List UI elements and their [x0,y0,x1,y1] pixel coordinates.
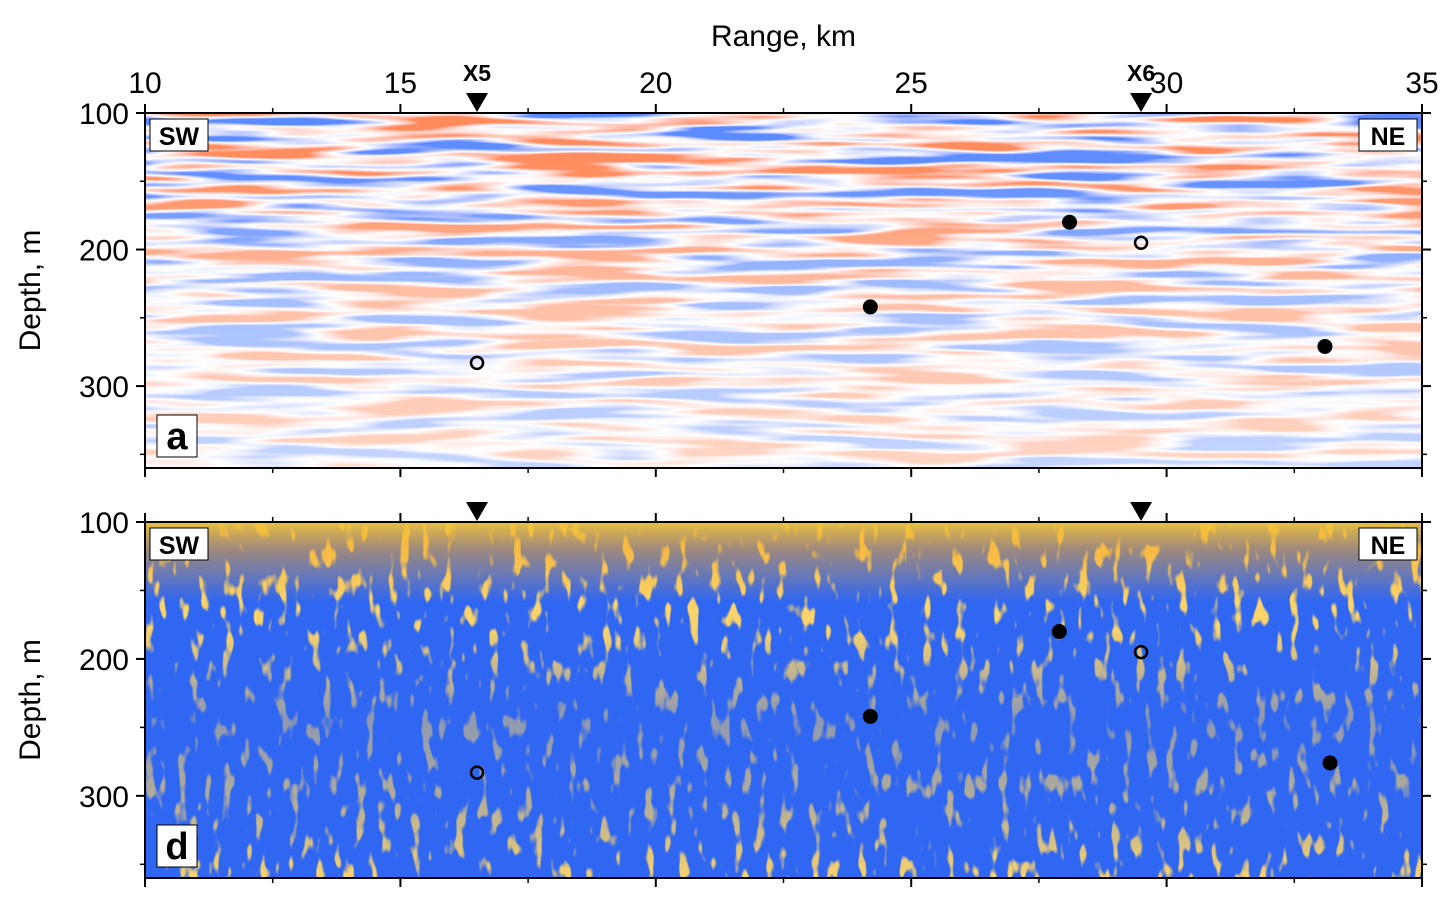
station-marker-x6 [1130,93,1153,112]
station-label-x6: X6 [1127,60,1155,86]
point-filled [862,708,878,724]
point-open [469,355,485,371]
station-label-x5: X5 [463,60,491,86]
panel-d-corner-labels: SW NE [149,527,1418,561]
panel-d-letter: d [156,824,198,868]
panel-d: 100 200 300 SW NE d Depth, m [14,502,1431,887]
panel-d-top-band [145,522,1422,602]
corner-label-ne-box [1358,118,1418,152]
panel-a-station-markers: X5 X6 [463,60,1155,112]
point-filled [1322,755,1338,771]
panel-letter-box [156,414,198,458]
y-tick-label: 300 [79,371,129,404]
y-tick-label: 100 [79,507,129,540]
corner-label-sw: SW [159,123,200,151]
point-open [1133,644,1149,660]
corner-label-ne-box [1358,527,1418,561]
panel-d-station-markers [466,502,1153,521]
y-tick-label: 200 [79,644,129,677]
point-filled [1051,624,1067,640]
panel-letter-text: a [166,416,188,458]
point-filled [1317,338,1333,354]
panel-d-points [469,624,1338,780]
panel-a-letter: a [156,414,198,458]
panel-letter-box [156,824,198,868]
panel-a: 10 15 20 25 30 35 100 200 300 X5 X6 SW NE a Range,… [14,20,1439,477]
y-tick-label: 200 [79,235,129,268]
x-tick-label: 25 [895,67,928,100]
corner-label-sw-box [149,527,209,561]
panel-a-points [469,214,1333,371]
corner-label-ne: NE [1371,123,1406,151]
x-tick-label: 35 [1405,67,1438,100]
panel-d-y-axis-label: Depth, m [14,639,47,761]
corner-label-sw: SW [159,532,200,560]
panel-d-ticks: 100 200 300 [79,507,1431,887]
y-tick-label: 300 [79,781,129,814]
panel-a-ticks: 10 15 20 25 30 35 100 200 300 [79,67,1439,477]
x-tick-label: 20 [639,67,672,100]
x-tick-label: 10 [128,67,161,100]
panel-a-corner-labels: SW NE [149,118,1418,152]
point-filled [1062,214,1078,230]
panel-a-y-axis-label: Depth, m [14,230,47,352]
point-open [469,765,485,780]
corner-label-sw-box [149,118,209,152]
x-axis-label: Range, km [711,20,856,53]
panel-a-depth-fade [145,113,1422,468]
x-tick-label: 15 [384,67,417,100]
point-filled [862,299,878,315]
station-marker-x5 [466,502,489,521]
corner-label-ne: NE [1371,532,1406,560]
y-tick-label: 100 [79,98,129,131]
station-marker-x5 [466,93,489,112]
station-marker-x6 [1130,502,1153,521]
x-tick-label: 30 [1150,67,1183,100]
panel-letter-text: d [165,826,188,868]
point-open [1133,235,1149,250]
